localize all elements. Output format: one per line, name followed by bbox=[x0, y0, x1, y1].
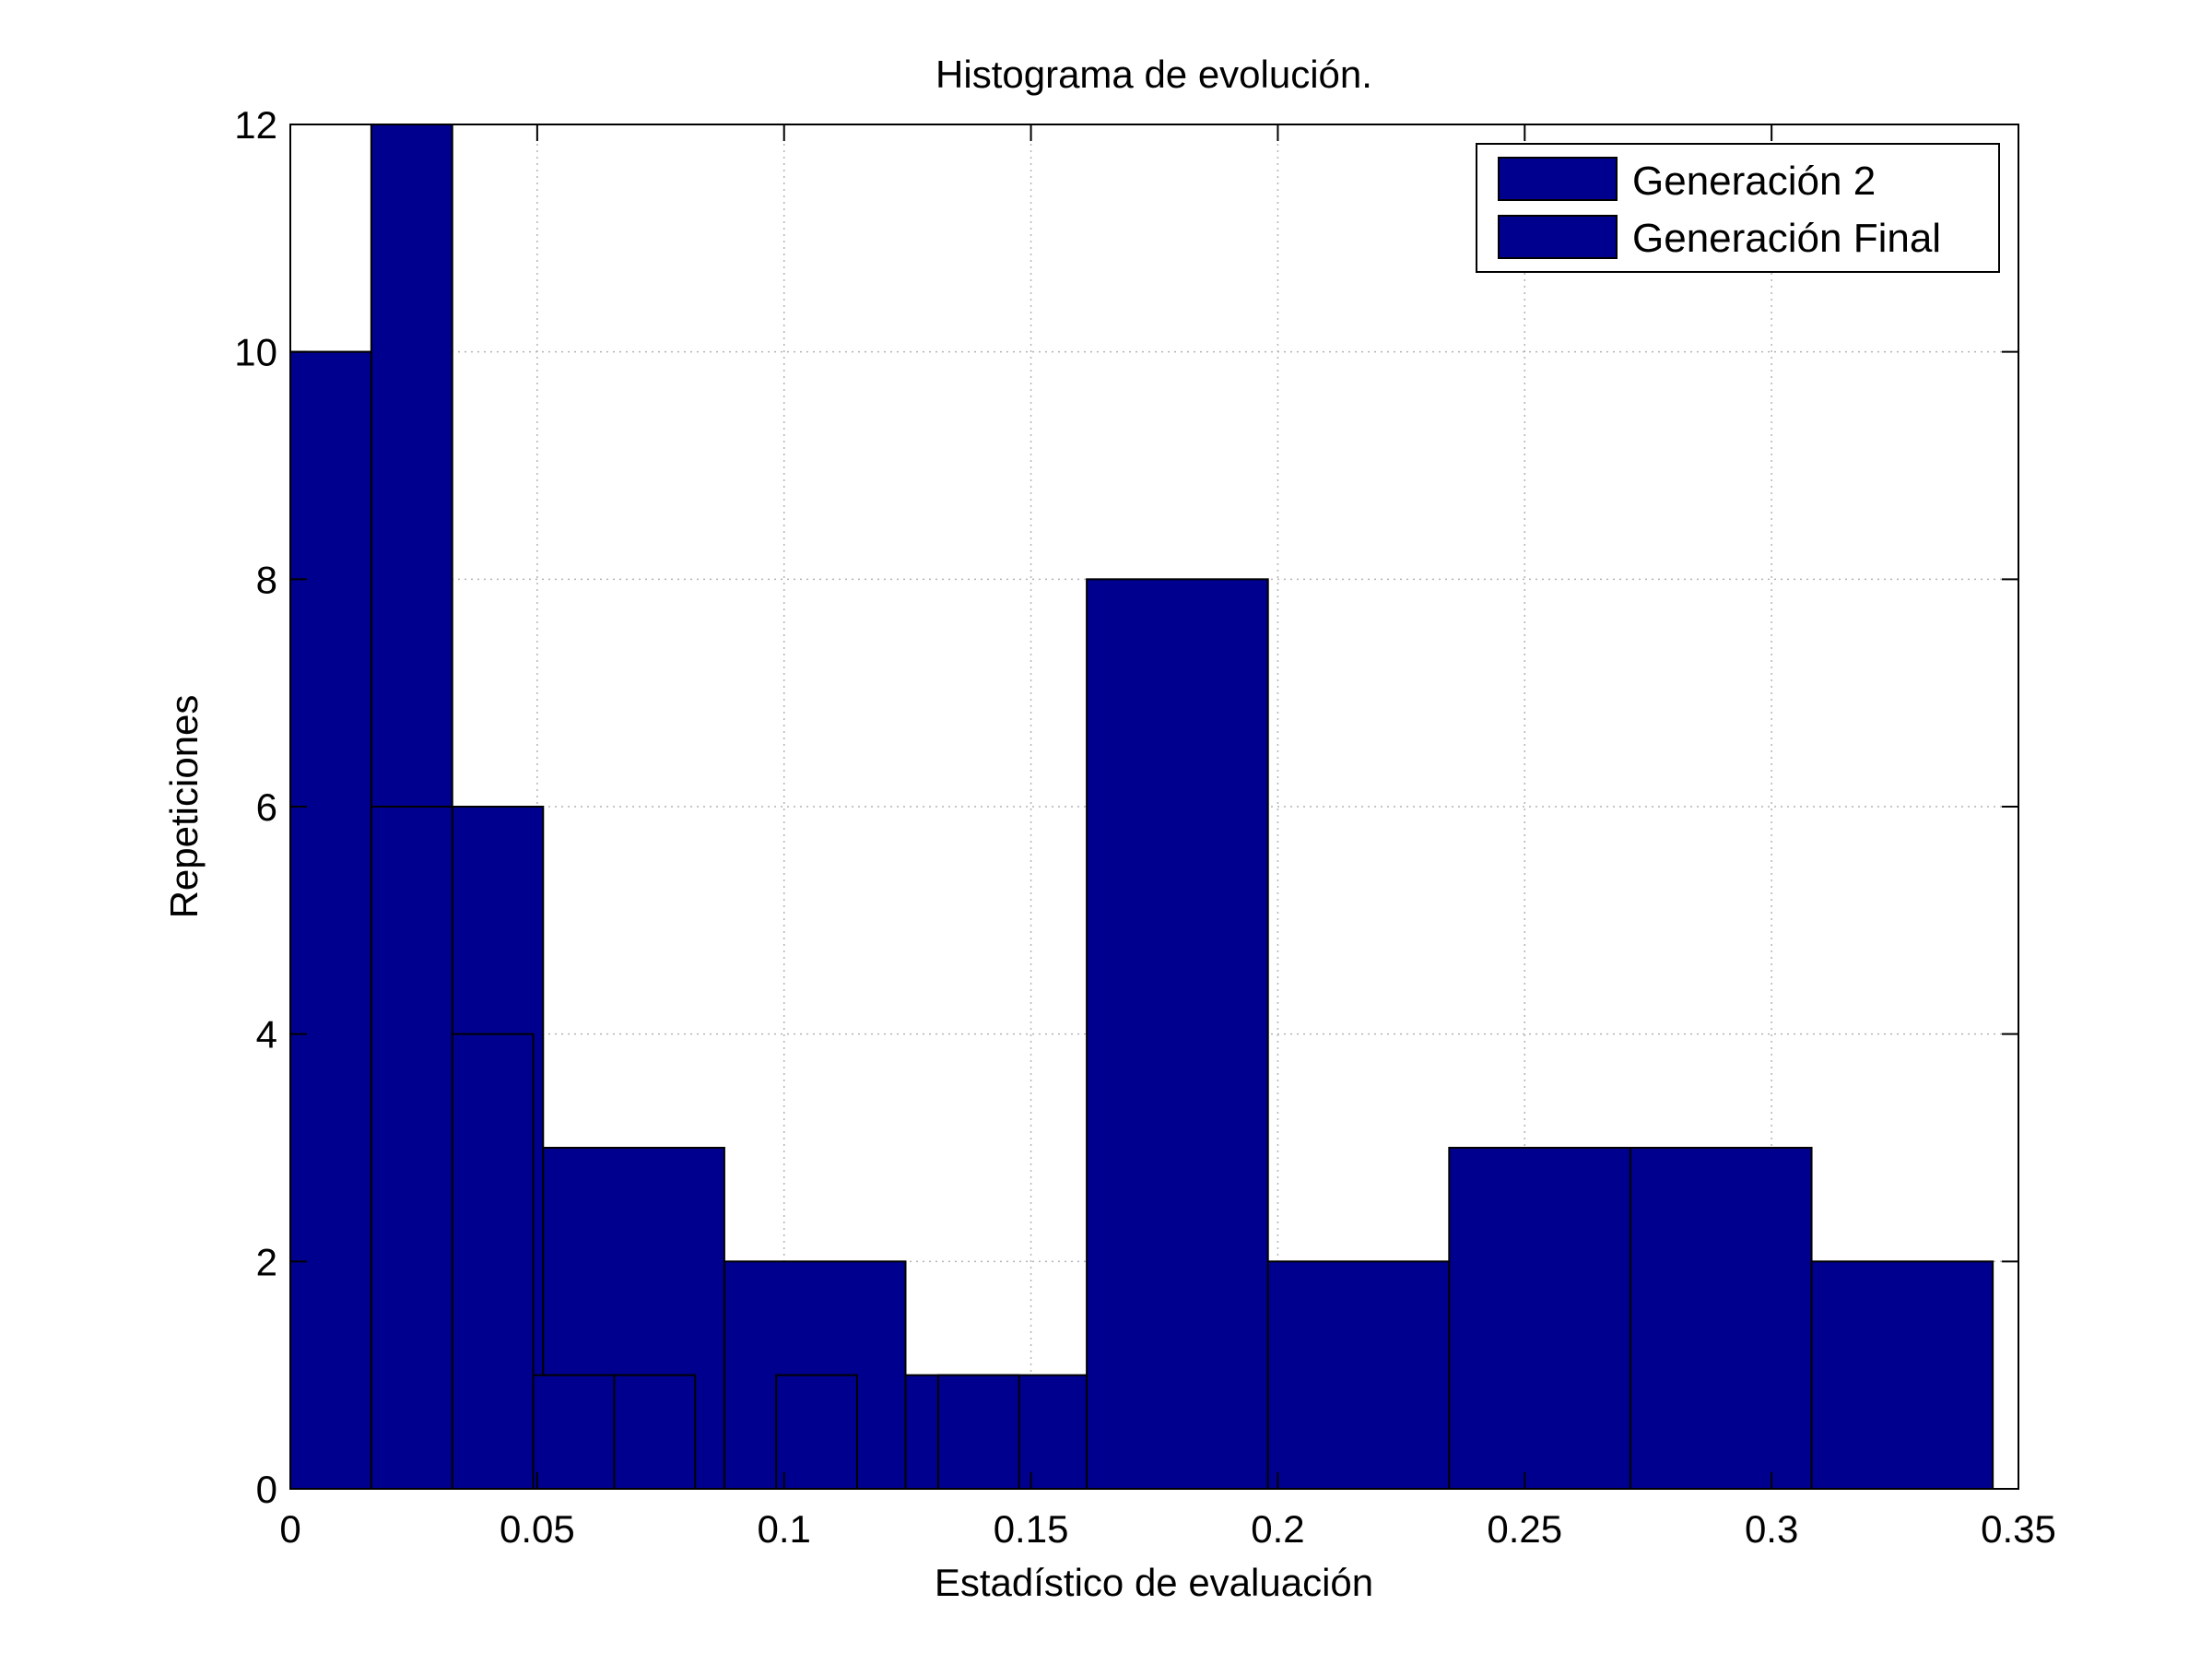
x-tick-label: 0 bbox=[279, 1507, 300, 1551]
histogram-bar-series-2-bin-1 bbox=[289, 350, 372, 1491]
legend-label-series-2: Generación Final bbox=[1632, 216, 1941, 261]
x-tick-label: 0.1 bbox=[758, 1507, 811, 1551]
x-tick-label: 0.05 bbox=[500, 1507, 575, 1551]
histogram-bar-series-1-bin-10 bbox=[1629, 1147, 1813, 1490]
chart-title: Histograma de evolución. bbox=[935, 53, 1372, 96]
y-tick-label: 2 bbox=[256, 1240, 277, 1283]
histogram-bar-series-2-bin-9 bbox=[936, 1374, 1020, 1490]
histogram-bar-series-2-bin-2 bbox=[370, 806, 453, 1490]
y-tick-label: 10 bbox=[234, 331, 277, 374]
histogram-bar-series-2-bin-3 bbox=[451, 1033, 535, 1490]
y-tick-label: 6 bbox=[256, 785, 277, 829]
y-tick-label: 0 bbox=[256, 1468, 277, 1511]
y-axis-label: Repeticiones bbox=[162, 695, 206, 919]
x-tick-label: 0.15 bbox=[994, 1507, 1069, 1551]
x-tick-label: 0.3 bbox=[1745, 1507, 1798, 1551]
histogram-bar-series-2-bin-7 bbox=[775, 1374, 859, 1490]
y-tick-label: 12 bbox=[234, 103, 277, 147]
x-tick-labels: 0 0.05 0.1 0.15 0.2 0.25 0.3 0.35 bbox=[279, 1507, 2056, 1551]
histogram-bar-series-1-bin-7 bbox=[1086, 578, 1269, 1490]
histogram-bar-series-1-bin-8 bbox=[1266, 1260, 1451, 1491]
legend-label-series-1: Generación 2 bbox=[1632, 159, 1876, 204]
x-tick-label: 0.25 bbox=[1487, 1507, 1562, 1551]
x-tick-label: 0.35 bbox=[1981, 1507, 2056, 1551]
histogram-bar-series-1-bin-9 bbox=[1448, 1147, 1631, 1490]
legend-swatch-series-2 bbox=[1498, 215, 1618, 259]
x-tick-label: 0.2 bbox=[1251, 1507, 1304, 1551]
histogram-bars bbox=[289, 124, 1994, 1491]
axis-ticks bbox=[289, 124, 2019, 1490]
legend-swatch-series-1 bbox=[1498, 157, 1618, 201]
x-axis-label: Estadístico de evaluación bbox=[935, 1561, 1373, 1604]
legend: Generación 2 Generación Final bbox=[1476, 143, 2000, 273]
histogram-bar-series-1-bin-11 bbox=[1810, 1260, 1994, 1491]
y-tick-label: 8 bbox=[256, 558, 277, 601]
histogram-bar-series-2-bin-5 bbox=[613, 1374, 697, 1490]
y-tick-labels: 0 2 4 6 8 10 12 bbox=[234, 103, 277, 1511]
y-tick-label: 4 bbox=[256, 1013, 277, 1056]
histogram-bar-series-2-bin-4 bbox=[532, 1374, 616, 1490]
